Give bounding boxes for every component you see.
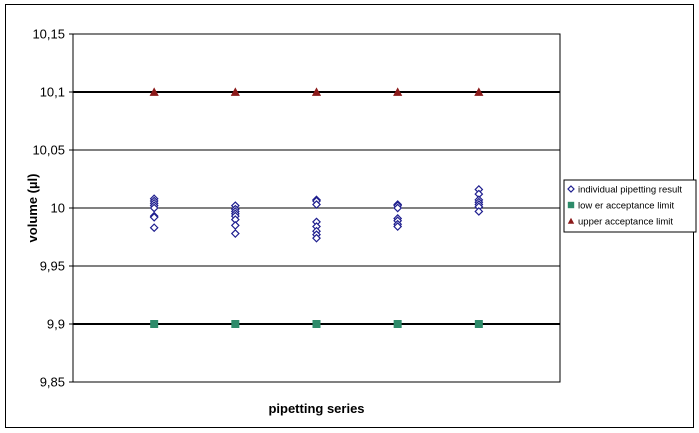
- individual-result-point: [312, 200, 321, 209]
- individual-result-point: [312, 233, 321, 243]
- legend-label: low er acceptance limit: [578, 201, 674, 212]
- y-axis-label: volume (µl): [25, 174, 40, 243]
- lower-limit-point: [150, 320, 159, 328]
- y-tick-label: 9,9: [47, 317, 65, 332]
- individual-result-point: [149, 223, 159, 233]
- individual-result-point: [393, 222, 403, 232]
- upper-limit-point: [311, 87, 322, 96]
- y-tick-label: 9,85: [40, 375, 65, 390]
- legend-marker-2: [567, 201, 575, 209]
- lower-limit-point: [231, 320, 240, 328]
- individual-result-point: [474, 207, 484, 216]
- legend-label: upper acceptance limit: [578, 217, 673, 228]
- legend-box: [563, 179, 697, 233]
- lower-limit-point: [312, 320, 321, 328]
- y-tick-label: 10,05: [32, 143, 65, 158]
- upper-limit-point: [474, 87, 484, 96]
- individual-result-point: [230, 229, 240, 238]
- y-tick-label: 9,95: [40, 259, 65, 274]
- individual-result-point: [230, 220, 240, 230]
- individual-result-point: [149, 212, 159, 222]
- y-tick-label: 10,1: [40, 85, 65, 100]
- y-tick-label: 10,15: [32, 27, 65, 42]
- y-axis-ticks: 9,85 9,9 9,95 10 10,05 10,1 10,15: [32, 27, 73, 390]
- lower-limit-point: [474, 320, 483, 328]
- data-points: [149, 87, 484, 328]
- y-tick-label: 10: [51, 201, 65, 216]
- legend-marker-1: [567, 185, 575, 193]
- individual-result-point: [393, 203, 403, 213]
- lower-limit-point: [393, 320, 402, 328]
- individual-result-point: [149, 203, 159, 213]
- upper-limit-point: [393, 87, 403, 96]
- x-axis-label: pipetting series: [268, 401, 364, 416]
- legend-marker-3: [567, 217, 575, 224]
- upper-limit-point: [149, 87, 159, 96]
- legend: individual pipetting result low er accept…: [563, 179, 697, 233]
- legend-label: individual pipetting result: [578, 185, 682, 196]
- upper-limit-point: [230, 87, 240, 96]
